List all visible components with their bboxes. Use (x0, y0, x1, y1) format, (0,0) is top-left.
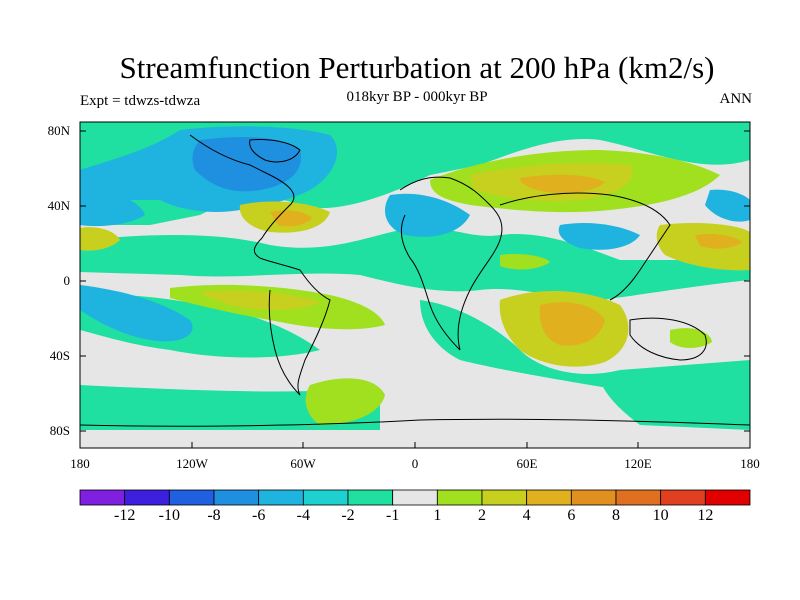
colorbar-label: 8 (612, 507, 620, 524)
colorbar-label: -8 (207, 507, 221, 524)
map-field (80, 122, 750, 448)
lat-label-40s: 40S (49, 348, 70, 363)
colorbar-label: 2 (478, 507, 486, 524)
colorbar-label: 10 (652, 507, 669, 524)
band-west-yellow (80, 227, 120, 251)
lon-label-0: 0 (411, 456, 419, 471)
band-indian-orange (539, 302, 605, 346)
lon-label-180w: 180 (70, 456, 90, 471)
plot-title: Streamfunction Perturbation at 200 hPa (… (119, 50, 715, 85)
colorbar-label: 12 (697, 507, 714, 524)
band-eurasia-orange (520, 174, 605, 194)
band-tropic-green (80, 226, 750, 300)
colorbar-swatch (481, 489, 528, 506)
band-polar-green (80, 385, 380, 430)
band-asia-cyan (558, 223, 640, 250)
lon-label-180e: 180 (740, 456, 760, 471)
band-west-cyan (80, 189, 145, 227)
lat-label-40n: 40N (47, 198, 70, 213)
colorbar-label: -10 (158, 507, 180, 524)
season-label: ANN (719, 91, 753, 107)
colorbar-label: 4 (522, 507, 531, 524)
colorbar-swatch (392, 489, 438, 506)
lon-tick-marks (79, 442, 751, 448)
band-east-cyan (705, 189, 750, 222)
colorbar-swatch (615, 489, 662, 506)
colorbar-swatch (79, 489, 126, 506)
colorbar-label: -6 (251, 507, 266, 524)
lat-label-eq: 0 (63, 273, 71, 288)
lat-tick-marks (80, 130, 750, 432)
colorbar-swatch (124, 489, 170, 506)
plot-subtitle: 018kyr BP - 000kyr BP (346, 89, 488, 105)
band-polar-yellowgreen (305, 378, 385, 425)
colorbar-swatch (660, 489, 706, 506)
band-spacific-cyan (80, 285, 193, 342)
colorbar-label: -12 (113, 507, 136, 524)
band-south-green (420, 300, 750, 398)
colorbar-swatch (258, 489, 304, 506)
colorbar-label: 6 (567, 507, 576, 524)
band-africa-green (500, 253, 550, 270)
colorbar-swatch (570, 489, 617, 506)
experiment-label: Expt = tdwzs-tdwza (80, 93, 201, 109)
lon-label-60e: 60E (516, 456, 538, 471)
colorbar-label: -1 (385, 507, 400, 524)
lat-label-80n: 80N (47, 123, 70, 138)
colorbar-swatch (168, 489, 215, 506)
lon-label-60w: 60W (290, 456, 316, 471)
lon-label-120w: 120W (176, 456, 208, 471)
colorbar (79, 489, 751, 506)
lon-label-120e: 120E (624, 456, 652, 471)
colorbar-swatch (704, 489, 751, 506)
colorbar-swatch (302, 489, 349, 506)
colorbar-swatch (213, 489, 260, 506)
band-satl-yellow (200, 290, 320, 310)
colorbar-label: 1 (433, 507, 442, 524)
band-atlantic-cyan (385, 193, 470, 237)
colorbar-swatch (436, 489, 483, 506)
colorbar-label: -4 (296, 507, 310, 524)
lat-label-80s: 80S (49, 423, 70, 438)
band-pacific-orange (695, 233, 742, 249)
band-polar-east-green (600, 377, 750, 430)
band-australia-green (670, 328, 712, 348)
colorbar-swatch (347, 489, 394, 506)
colorbar-swatch (526, 489, 572, 506)
colorbar-label: -2 (341, 507, 355, 524)
coastlines (80, 134, 750, 427)
